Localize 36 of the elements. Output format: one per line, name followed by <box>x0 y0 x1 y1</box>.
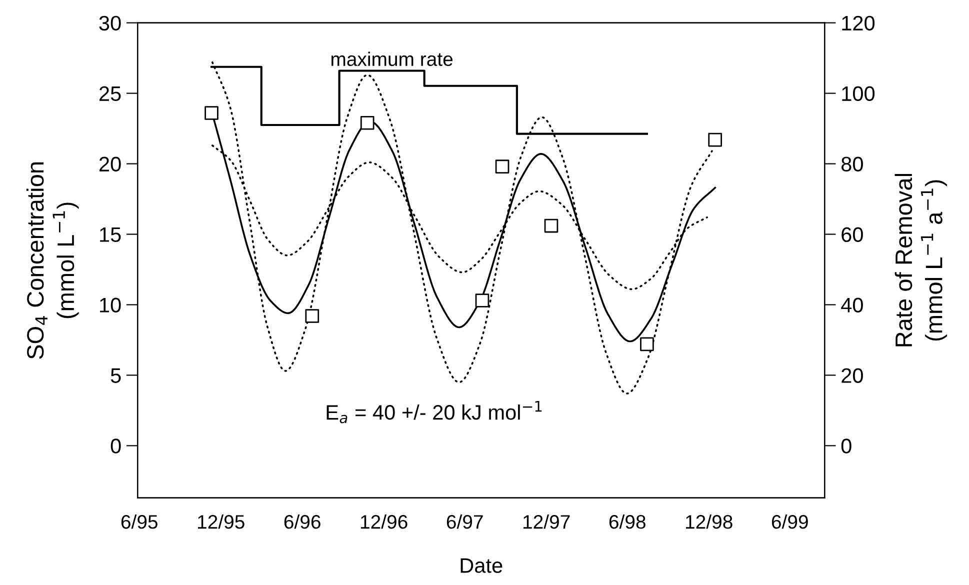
x-tick-label: 12/98 <box>686 514 732 529</box>
y-axis-title: SO$_{4}$ Concentration (mmol L$^{−1}$) <box>26 162 79 359</box>
y-tick-label: 10 <box>100 298 121 312</box>
y-tick-label: 15 <box>100 227 121 242</box>
y-tick-label: 0 <box>110 438 121 454</box>
y-tick-label: 20 <box>100 156 121 172</box>
point <box>495 160 510 174</box>
y2-tick-label: 100 <box>842 86 875 102</box>
y-tick-label: 30 <box>99 16 121 31</box>
y2-tick-label: 40 <box>841 298 863 312</box>
x-tick-label: 6/98 <box>609 514 646 529</box>
y2-tick-label: 0 <box>841 438 852 454</box>
point <box>360 116 374 130</box>
point <box>544 218 558 233</box>
point <box>305 309 320 323</box>
point <box>475 294 490 308</box>
x-tick-label: 12/96 <box>360 514 408 529</box>
x-tick-label: 6/97 <box>446 514 483 529</box>
y2-tick-label: 60 <box>842 227 863 242</box>
y-tick-label: 25 <box>100 86 121 102</box>
annotation: E$_{a}$ = 40 +/- 20 kJ mol$^{−1}$ <box>326 400 542 424</box>
x-tick-label: 12/95 <box>198 514 244 529</box>
x-tick-label: 12/97 <box>523 514 570 529</box>
y-tick-label: 5 <box>110 368 121 383</box>
y2-axis-title: Rate of Removal (mmol L$^{−1}$ a$^{−1}$) <box>894 174 948 346</box>
x-tick-label: 6/99 <box>772 514 808 529</box>
x-axis-title: Date <box>460 558 502 573</box>
y2-tick-label: 120 <box>842 16 875 31</box>
point <box>708 132 722 147</box>
annotation: maximum rate <box>332 52 453 66</box>
x-tick-label: 6/95 <box>121 514 158 529</box>
y2-tick-label: 20 <box>842 368 863 383</box>
x-tick-label: 6/96 <box>284 514 320 529</box>
point <box>640 337 654 352</box>
point <box>204 106 218 120</box>
y2-tick-label: 80 <box>841 156 863 172</box>
